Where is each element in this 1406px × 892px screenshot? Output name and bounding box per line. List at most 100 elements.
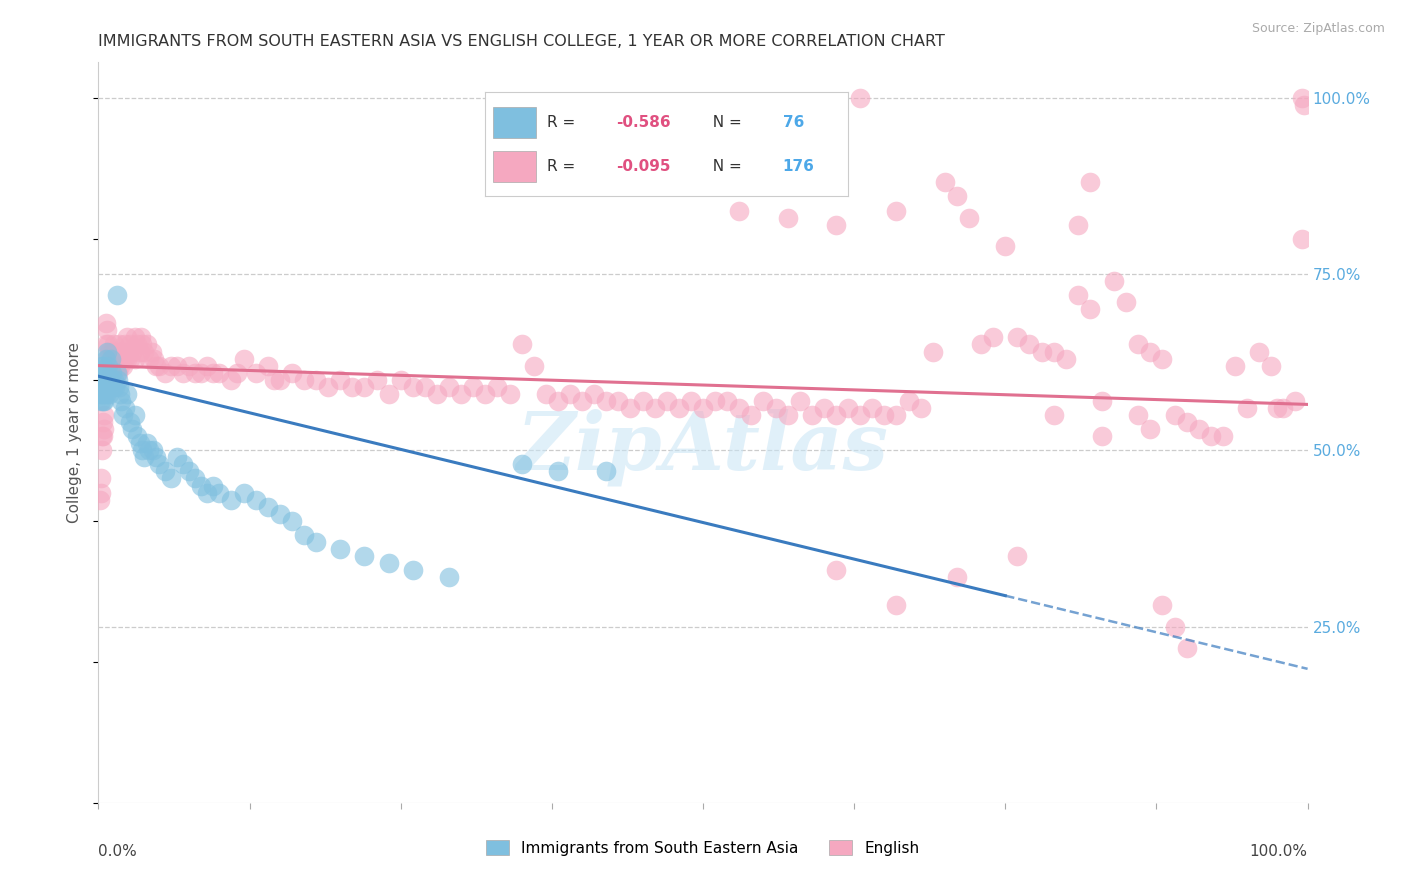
Point [1272,401,1295,415]
Point [208,485,231,500]
Point [96,366,118,380]
Point [534,387,557,401]
Point [1163,619,1185,633]
Point [1054,351,1077,366]
Point [825,408,848,422]
Point [1291,232,1313,246]
Point [100,351,122,366]
Point [202,478,225,492]
Point [138,443,160,458]
Point [1042,408,1064,422]
Point [583,387,606,401]
Point [127,337,149,351]
Point [776,408,799,422]
Point [166,450,188,465]
Point [128,344,150,359]
Point [1284,393,1306,408]
Point [668,401,690,415]
Point [117,387,139,401]
Point [366,373,388,387]
Point [114,337,136,351]
Point [202,366,225,380]
Point [970,337,993,351]
Point [1091,393,1114,408]
Point [96,344,118,359]
Point [97,359,120,373]
Point [1291,91,1313,105]
Point [523,359,546,373]
Text: ZipAtlas: ZipAtlas [517,409,889,486]
Point [1139,344,1161,359]
Point [353,549,375,563]
Point [256,500,278,514]
Point [91,429,114,443]
Text: 0.0%: 0.0% [98,844,138,858]
Point [886,599,908,613]
Point [1212,429,1234,443]
Point [134,450,156,465]
Point [94,316,117,330]
Point [118,337,141,351]
Point [135,337,157,351]
Point [1292,97,1315,112]
Point [121,344,143,359]
Point [128,436,150,450]
Point [837,401,859,415]
Point [263,373,285,387]
Point [101,380,124,394]
Point [97,373,120,387]
Point [221,373,243,387]
Point [510,337,533,351]
Point [184,366,207,380]
Point [558,387,581,401]
Point [692,401,714,415]
Point [100,359,122,373]
Point [789,393,811,408]
Point [849,91,872,105]
Point [232,351,254,366]
Point [89,387,111,401]
Point [118,351,141,366]
Point [437,380,460,394]
Point [190,366,212,380]
Point [1067,288,1090,302]
Point [547,464,569,478]
Point [90,485,112,500]
Point [124,408,146,422]
Point [897,393,920,408]
Point [131,337,153,351]
Point [97,359,120,373]
Point [166,359,188,373]
Point [679,393,702,408]
Point [110,351,132,366]
Point [108,380,131,394]
Point [141,344,163,359]
Point [91,429,114,443]
Point [281,514,304,528]
Point [118,415,141,429]
Point [91,366,114,380]
Point [114,351,136,366]
Point [957,211,980,225]
Point [105,344,128,359]
Point [1236,401,1258,415]
Point [96,323,118,337]
Point [111,408,134,422]
Legend: Immigrants from South Eastern Asia, English: Immigrants from South Eastern Asia, Engl… [481,834,925,862]
Point [91,387,114,401]
Point [921,344,943,359]
Point [595,464,617,478]
Point [860,401,883,415]
Text: IMMIGRANTS FROM SOUTH EASTERN ASIA VS ENGLISH COLLEGE, 1 YEAR OR MORE CORRELATIO: IMMIGRANTS FROM SOUTH EASTERN ASIA VS EN… [98,34,945,49]
Point [127,429,149,443]
Point [245,492,267,507]
Point [474,387,496,401]
Point [148,458,170,472]
Point [232,485,254,500]
Point [886,408,908,422]
Point [124,330,146,344]
Point [426,387,449,401]
Point [94,373,117,387]
Point [607,393,630,408]
Point [91,415,114,429]
